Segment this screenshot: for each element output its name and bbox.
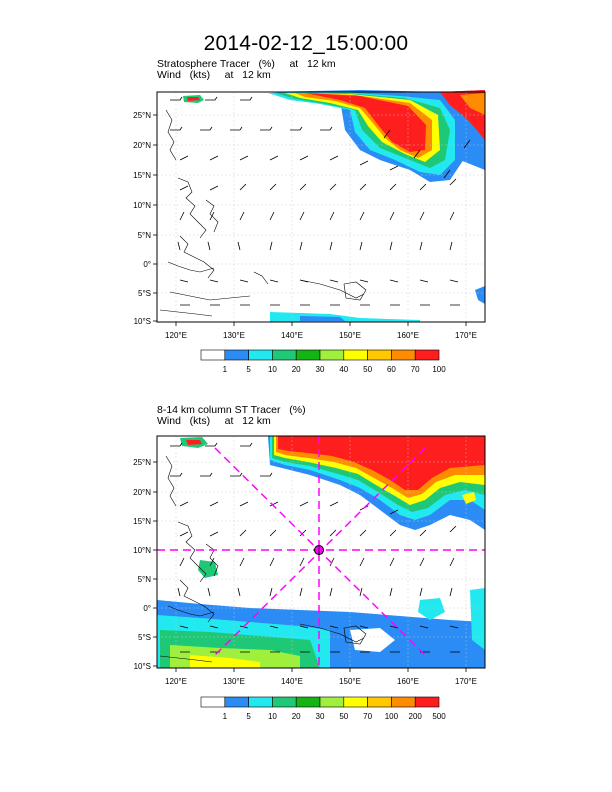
bottom-lon-labels: 120°E 130°E 140°E 150°E 160°E 170°E [165,677,477,686]
top-lat-label: 15°N [133,171,151,180]
colorbar-swatch [319,696,345,708]
bottom-map-frame [156,435,486,669]
bottom-lat-label: 5°N [138,575,152,584]
colorbar-label: 40 [339,365,348,374]
bottom-lon-label: 150°E [339,677,361,686]
colorbar-label: 1 [223,365,228,374]
colorbar-swatch [414,696,440,708]
colorbar-label: 30 [316,712,325,721]
colorbar-swatch [391,696,416,708]
page-title: 2014-02-12_15:00:00 [203,32,409,55]
colorbar-label: 70 [363,712,372,721]
top-axis-ticks [153,114,467,326]
colorbar-swatch [343,696,368,708]
colorbar-label: 200 [409,712,423,721]
colorbar-swatch [272,696,297,708]
bottom-coastlines [159,455,367,663]
colorbar-label: 50 [339,712,348,721]
top-coastlines [159,109,367,317]
colorbar-swatch [224,696,249,708]
bottom-lon-label: 140°E [281,677,303,686]
center-marker [314,545,324,555]
colorbar-swatch [367,696,392,708]
colorbar-label: 100 [385,712,399,721]
colorbar-label: 10 [268,712,277,721]
top-lon-labels: 120°E 130°E 140°E 150°E 160°E 170°E [165,331,477,340]
colorbar-label: 70 [411,365,420,374]
top-colorbar: 1 5 10 20 30 40 50 60 70 100 [200,349,446,374]
bottom-lat-label: 15°N [133,517,151,526]
bottom-lon-label: 170°E [455,677,477,686]
colorbar-label: 50 [363,365,372,374]
top-lon-label: 160°E [397,331,419,340]
top-lon-label: 170°E [455,331,477,340]
colorbar-swatch [414,349,440,361]
top-lat-labels: 25°N 20°N 15°N 10°N 5°N 0° 5°S 10°S [133,111,151,326]
bottom-colorbar: 1 5 10 20 30 50 70 100 200 500 [200,696,446,721]
colorbar-label: 5 [246,365,251,374]
bottom-lat-label: 10°N [133,546,151,555]
colorbar-label: 30 [316,365,325,374]
top-wind-barbs [170,96,471,306]
bottom-lat-label: 25°N [133,458,151,467]
bottom-lon-label: 120°E [165,677,187,686]
colorbar-label: 500 [432,712,446,721]
top-lon-label: 150°E [339,331,361,340]
bottom-lat-label: 10°S [134,662,151,671]
colorbar-label: 1 [223,712,228,721]
colorbar-label: 60 [387,365,396,374]
top-lat-label: 20°N [133,141,151,150]
colorbar-label: 100 [432,365,446,374]
top-lat-label: 25°N [133,111,151,120]
bottom-subtitle-1: 8-14 km column ST Tracer (%) [157,404,306,416]
top-subtitle-2: Wind (kts) at 12 km [157,69,271,81]
bottom-lon-label: 130°E [223,677,245,686]
colorbar-swatch [295,696,321,708]
bottom-lat-label: 0° [143,604,151,613]
top-lon-label: 130°E [223,331,245,340]
colorbar-label: 20 [292,712,301,721]
top-lat-label: 5°N [138,231,152,240]
bottom-tracer-field [157,436,485,668]
top-lon-label: 140°E [281,331,303,340]
top-lat-label: 0° [143,260,151,269]
colorbar-label: 5 [246,712,251,721]
bottom-subtitle-2: Wind (kts) at 12 km [157,415,271,427]
top-lon-label: 120°E [165,331,187,340]
colorbar-label: 20 [292,365,301,374]
top-lat-label: 10°S [134,317,151,326]
top-map-frame [156,91,486,323]
top-graticule [157,92,485,322]
bottom-lat-labels: 25°N 20°N 15°N 10°N 5°N 0° 5°S 10°S [133,458,151,671]
top-lat-label: 10°N [133,201,151,210]
colorbar-swatch [200,696,226,708]
bottom-axis-ticks [153,461,467,672]
bottom-lon-label: 160°E [397,677,419,686]
bottom-lat-label: 5°S [138,633,151,642]
bottom-lat-label: 20°N [133,488,151,497]
colorbar-swatch [248,696,273,708]
top-subtitle-1: Stratosphere Tracer (%) at 12 km [157,58,336,70]
top-lat-label: 5°S [138,289,151,298]
colorbar-label: 10 [268,365,277,374]
